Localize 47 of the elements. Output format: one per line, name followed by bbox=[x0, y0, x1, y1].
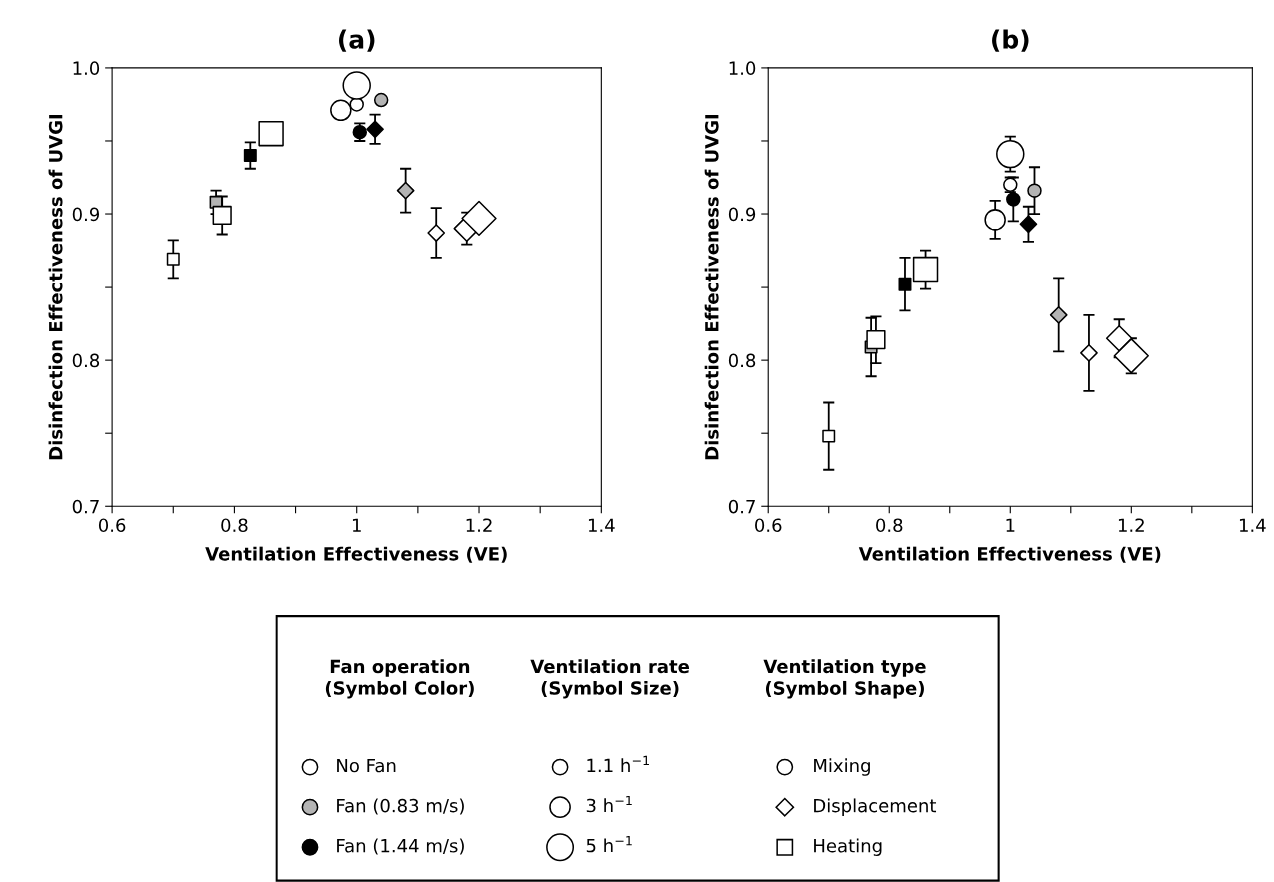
x-tick-label: 1.2 bbox=[466, 518, 492, 532]
text: Displacement bbox=[814, 798, 937, 816]
point bbox=[1113, 338, 1149, 374]
x-tick-label: 0.6 bbox=[98, 518, 126, 533]
chart-title: (b) bbox=[992, 29, 1029, 52]
x-tick-label: 1 bbox=[352, 518, 361, 532]
x-tick-label: 1 bbox=[1006, 518, 1015, 532]
point bbox=[212, 205, 232, 226]
x-tick-label: 1.4 bbox=[588, 518, 615, 532]
y-axis-title: Disinfection Effectiveness of UVGI bbox=[48, 114, 63, 460]
y-tick-label: 0.9 bbox=[72, 207, 100, 222]
text: 3 h$^{−1}$ bbox=[586, 795, 632, 813]
text: Fan (1.44 m/s) bbox=[337, 838, 464, 855]
point bbox=[461, 200, 497, 237]
text: 5 h$^{−1}$ bbox=[586, 835, 632, 853]
y-tick-label: 1.0 bbox=[729, 61, 756, 76]
y-tick-label: 0.9 bbox=[728, 207, 756, 222]
y-tick-label: 0.7 bbox=[728, 499, 755, 514]
x-tick-label: 1.4 bbox=[1239, 518, 1266, 532]
y-tick-label: 1.0 bbox=[73, 61, 100, 76]
x-tick-label: 0.8 bbox=[221, 518, 248, 533]
text: Heating bbox=[814, 838, 882, 856]
text: Fan (0.83 m/s) bbox=[337, 798, 464, 815]
x-tick-label: 0.6 bbox=[755, 518, 782, 533]
text: Fan operation (Symbol Color) bbox=[325, 659, 474, 699]
point bbox=[866, 330, 886, 350]
text: Ventilation type (Symbol Shape) bbox=[763, 659, 926, 699]
text: 1.1 h$^{−1}$ bbox=[587, 755, 649, 772]
y-axis-title: Disinfection Effectiveness of UVGI bbox=[704, 114, 719, 460]
point bbox=[1105, 324, 1133, 352]
point bbox=[342, 71, 371, 100]
y-tick-label: 0.8 bbox=[72, 353, 100, 368]
x-axis-title: Ventilation Effectiveness (VE) bbox=[858, 546, 1161, 563]
chart-title: (a) bbox=[339, 29, 375, 52]
text: Mixing bbox=[814, 758, 870, 776]
point bbox=[984, 209, 1006, 231]
y-tick-label: 0.7 bbox=[72, 499, 99, 514]
point bbox=[996, 139, 1025, 169]
x-tick-label: 0.8 bbox=[876, 518, 903, 533]
x-axis-title: Ventilation Effectiveness (VE) bbox=[205, 546, 507, 563]
point bbox=[258, 120, 284, 147]
text: No Fan bbox=[337, 758, 396, 773]
x-tick-label: 1.2 bbox=[1118, 518, 1144, 532]
y-tick-label: 0.8 bbox=[728, 353, 756, 368]
point bbox=[330, 99, 352, 122]
text: Ventilation rate (Symbol Size) bbox=[530, 659, 690, 699]
point bbox=[912, 256, 939, 283]
